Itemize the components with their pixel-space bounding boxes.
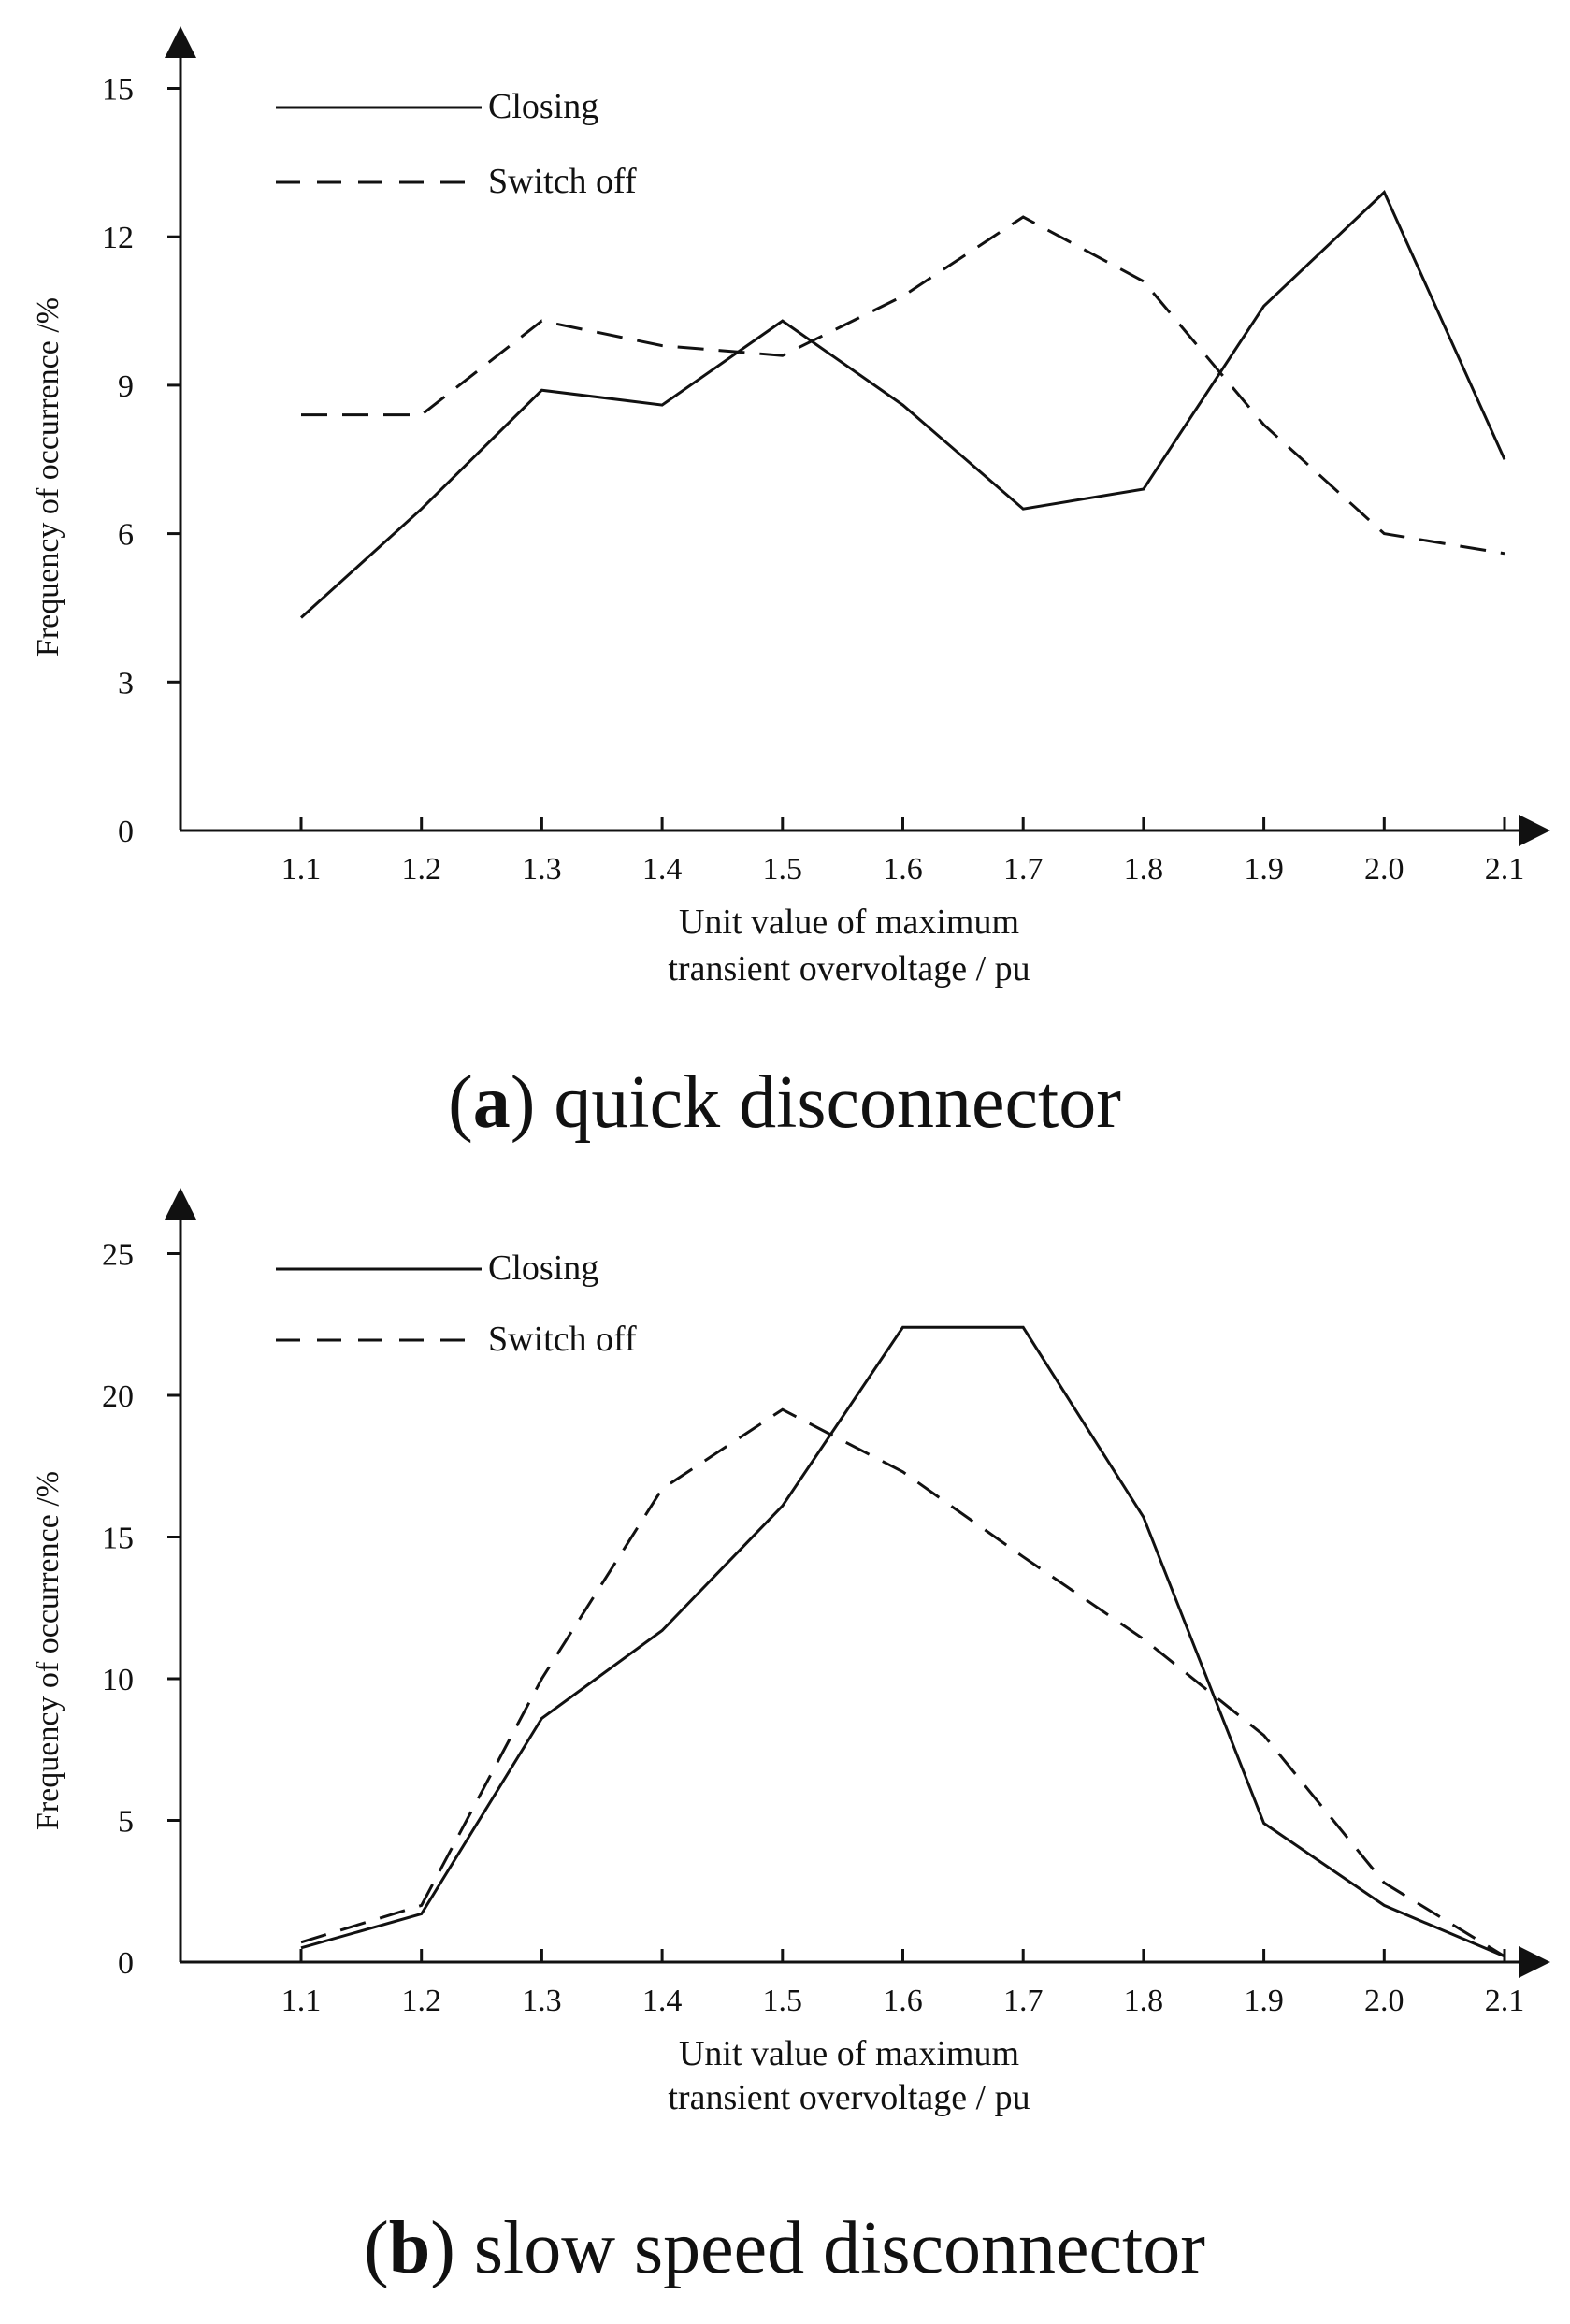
y-tick-label: 25 [102,1238,134,1273]
x-tick-label: 1.9 [1244,1984,1284,2018]
y-tick-label: 20 [102,1379,134,1414]
y-tick-label: 3 [118,666,134,700]
y-tick-label: 9 [118,369,134,404]
x-tick-label: 2.0 [1364,852,1404,887]
y-axis-arrow [165,26,196,58]
x-tick-label: 1.8 [1124,1984,1164,2018]
x-tick-label: 1.7 [1003,1984,1044,2018]
y-axis-label: Frequency of occurrence /% [31,1471,65,1830]
x-tick-label: 1.9 [1244,852,1284,887]
chart-panel-a: 0 3 6 9 12 15 1.1 1.2 1.3 1.4 1.5 1.6 1.7 1.8 1.9 2.0 2.… [31,26,1550,1144]
series-line-closing [300,1325,1505,1958]
x-axis-arrow [1519,815,1550,846]
x-tick-label: 1.2 [401,852,441,887]
caption-b: (b) slow speed disconnector [364,2207,1205,2289]
caption-a: (a) quick disconnector [448,1061,1121,1144]
series-line-closing [299,190,1506,619]
x-tick-label: 1.3 [522,1984,562,2018]
x-tick-label: 1.4 [642,852,683,887]
caption-letter: a [473,1061,511,1144]
caption-letter: b [389,2207,431,2289]
x-tick-label: 1.5 [763,1984,803,2018]
x-tick-label: 2.1 [1485,1984,1525,2018]
y-tick-label: 15 [102,73,134,108]
x-axis-label-line2: transient overvoltage / pu [668,2078,1030,2117]
caption-text: slow speed disconnector [474,2207,1205,2289]
y-tick-label: 12 [102,221,134,255]
y-axis-label: Frequency of occurrence /% [31,297,65,657]
x-tick-label: 2.1 [1485,852,1525,887]
x-axis-arrow [1519,1946,1550,1978]
x-tick-label: 1.3 [522,852,562,887]
legend-closing-label: Closing [488,87,598,126]
legend-switch-off-label: Switch off [488,162,637,201]
x-tick-label: 1.5 [763,852,803,887]
x-tick-label: 2.0 [1364,1984,1404,2018]
y-tick-label: 15 [102,1522,134,1556]
x-tick-label: 1.4 [642,1984,683,2018]
y-tick-label: 5 [118,1805,134,1840]
y-tick-label: 0 [118,1946,134,1981]
x-tick-label: 1.8 [1124,852,1164,887]
y-tick-label: 10 [102,1663,134,1697]
x-tick-label: 1.6 [883,852,923,887]
series-line-switch-off [301,215,1505,556]
x-tick-label: 1.1 [281,852,322,887]
y-axis-arrow [165,1188,196,1220]
y-tick-label: 6 [118,518,134,553]
x-axis-label-line1: Unit value of maximum [679,2034,1019,2073]
series-line-switch-off [300,1407,1505,1958]
x-tick-label: 1.2 [401,1984,441,2018]
x-tick-label: 1.6 [883,1984,923,2018]
x-tick-label: 1.1 [281,1984,322,2018]
y-tick-label: 0 [118,815,134,849]
chart-panel-b: 0 5 10 15 20 25 1.1 1.2 1.3 1.4 1.5 1.6 1.7 1.8 1.9 2.0… [31,1188,1550,2289]
x-axis-label-line2: transient overvoltage / pu [668,949,1030,989]
x-tick-label: 1.7 [1003,852,1044,887]
legend-switch-off-label: Switch off [488,1320,637,1359]
caption-text: quick disconnector [554,1061,1120,1144]
legend-closing-label: Closing [488,1249,598,1288]
x-axis-label-line1: Unit value of maximum [679,902,1019,942]
